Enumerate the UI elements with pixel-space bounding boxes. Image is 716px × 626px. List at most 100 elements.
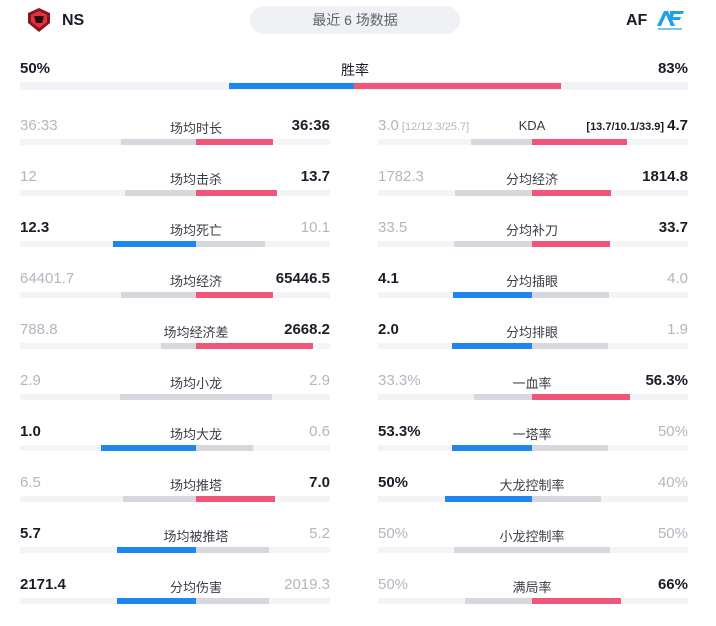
stat-bar-right bbox=[532, 292, 609, 298]
stat-left-value: 2.9 bbox=[20, 372, 41, 389]
stat-label: 场均推塔 bbox=[169, 478, 222, 493]
stat-right-value: 10.1 bbox=[301, 219, 330, 236]
stat-right-value: 66% bbox=[658, 576, 688, 593]
stat-bar-left bbox=[465, 598, 532, 604]
stat-row: 50% 满局率 66% bbox=[378, 576, 688, 626]
stat-left-value: 4.1 bbox=[378, 270, 399, 287]
stat-left-number: 2.0 bbox=[378, 321, 399, 338]
stat-bar-track bbox=[378, 343, 688, 349]
stat-right-number: 1.9 bbox=[667, 321, 688, 338]
stat-row: 53.3% 一塔率 50% bbox=[378, 423, 688, 473]
stat-right-value: 36:36 bbox=[292, 117, 330, 134]
stat-right-value: 13.7 bbox=[301, 168, 330, 185]
stat-left-number: 1.0 bbox=[20, 423, 41, 440]
stat-row: 5.7 场均被推塔 5.2 bbox=[20, 525, 330, 575]
stat-right-number: 13.7 bbox=[300, 168, 330, 185]
stat-bar-right bbox=[532, 139, 627, 145]
stat-left-number: 6.5 bbox=[20, 474, 41, 491]
stat-right-value: 65446.5 bbox=[276, 270, 330, 287]
stat-bar-right bbox=[196, 496, 275, 502]
stat-right-number: 10.1 bbox=[300, 219, 330, 236]
stat-right-number: 2019.3 bbox=[284, 576, 330, 593]
stat-label: 一塔率 bbox=[512, 427, 552, 442]
stat-left-value: 64401.7 bbox=[20, 270, 74, 287]
stat-bar-left bbox=[452, 445, 532, 451]
stat-bar-left bbox=[471, 139, 532, 145]
stat-bar-track bbox=[20, 547, 330, 553]
win-rate-label: 胜率 bbox=[341, 62, 369, 78]
stat-right-value: 2668.2 bbox=[284, 321, 330, 338]
stat-bar-track bbox=[20, 394, 330, 400]
stat-bar-left bbox=[454, 547, 532, 553]
stat-bar-right bbox=[196, 547, 269, 553]
stat-left-number: 4.1 bbox=[378, 270, 399, 287]
stat-left-number: 53.3% bbox=[378, 423, 421, 440]
stat-bar-right bbox=[196, 598, 269, 604]
stat-left-value: 6.5 bbox=[20, 474, 41, 491]
stat-bar-track bbox=[378, 190, 688, 196]
stat-right-number: 5.2 bbox=[309, 525, 330, 542]
stat-row: 2171.4 分均伤害 2019.3 bbox=[20, 576, 330, 626]
stat-right-number: 50% bbox=[657, 525, 688, 542]
stat-right-value: 33.7 bbox=[659, 219, 688, 236]
stat-bar-left bbox=[161, 343, 196, 349]
stat-row: 2.9 场均小龙 2.9 bbox=[20, 372, 330, 422]
stat-left-number: 2.9 bbox=[20, 372, 41, 389]
stat-row: 33.5 分均补刀 33.7 bbox=[378, 219, 688, 269]
stat-bar-track bbox=[20, 292, 330, 298]
stat-bar-left bbox=[120, 394, 196, 400]
stat-right-value: 4.0 bbox=[667, 270, 688, 287]
stat-bar-right bbox=[532, 445, 608, 451]
right-team-name: AF bbox=[626, 12, 648, 29]
stat-bar-left bbox=[445, 496, 532, 502]
stat-left-number: 36:33 bbox=[20, 117, 58, 134]
stat-label: 大龙控制率 bbox=[499, 478, 565, 493]
stat-right-value: 56.3% bbox=[645, 372, 688, 389]
stat-bar-left bbox=[474, 394, 532, 400]
stat-left-value: 1782.3 bbox=[378, 168, 424, 185]
stat-label: 场均经济 bbox=[169, 274, 222, 289]
stat-bar-right bbox=[196, 190, 277, 196]
stat-left-value: 53.3% bbox=[378, 423, 421, 440]
stat-right-value: 50% bbox=[658, 423, 688, 440]
stat-right-number: 66% bbox=[657, 576, 688, 593]
stat-right-number: 0.6 bbox=[309, 423, 330, 440]
stat-bar-left bbox=[454, 241, 532, 247]
stat-bar-left bbox=[125, 190, 196, 196]
stat-left-number: 5.7 bbox=[20, 525, 41, 542]
stat-label: 场均经济差 bbox=[163, 325, 229, 340]
stat-bar-right bbox=[196, 241, 265, 247]
stat-label: KDA bbox=[518, 118, 546, 133]
stat-bar-right bbox=[532, 394, 630, 400]
stat-row: 50% 大龙控制率 40% bbox=[378, 474, 688, 524]
win-rate-track bbox=[20, 82, 688, 90]
stat-bar-left bbox=[121, 292, 196, 298]
stat-right-number: 7.0 bbox=[309, 474, 330, 491]
stat-right-number: 4.0 bbox=[667, 270, 688, 287]
stat-left-value: 36:33 bbox=[20, 117, 58, 134]
stat-left-number: 33.3% bbox=[378, 372, 421, 389]
stat-left-number: 1782.3 bbox=[378, 168, 424, 185]
stat-bar-track bbox=[20, 445, 330, 451]
stat-bar-right bbox=[196, 445, 253, 451]
win-rate-bar-right bbox=[354, 83, 561, 89]
af-team-logo bbox=[654, 8, 686, 32]
stat-right-number: 4.7 bbox=[667, 117, 688, 134]
stat-label: 分均补刀 bbox=[505, 223, 558, 238]
stat-bar-left bbox=[101, 445, 196, 451]
stat-left-number: 12 bbox=[20, 168, 37, 185]
stat-bar-track bbox=[20, 496, 330, 502]
stat-bar-left bbox=[121, 139, 196, 145]
stat-label: 场均死亡 bbox=[169, 223, 222, 238]
left-win-rate: 50% bbox=[20, 60, 51, 77]
stat-bar-right bbox=[532, 241, 610, 247]
stat-right-value: 5.2 bbox=[309, 525, 330, 542]
stat-bar-right bbox=[196, 394, 272, 400]
stat-label: 场均大龙 bbox=[169, 427, 222, 442]
stat-left-value: 5.7 bbox=[20, 525, 41, 542]
stat-label: 场均时长 bbox=[169, 121, 222, 136]
stat-bar-track bbox=[20, 241, 330, 247]
stat-right-number: 56.3% bbox=[645, 372, 688, 389]
stat-left-value: 12 bbox=[20, 168, 37, 185]
stat-label: 分均伤害 bbox=[169, 580, 222, 595]
